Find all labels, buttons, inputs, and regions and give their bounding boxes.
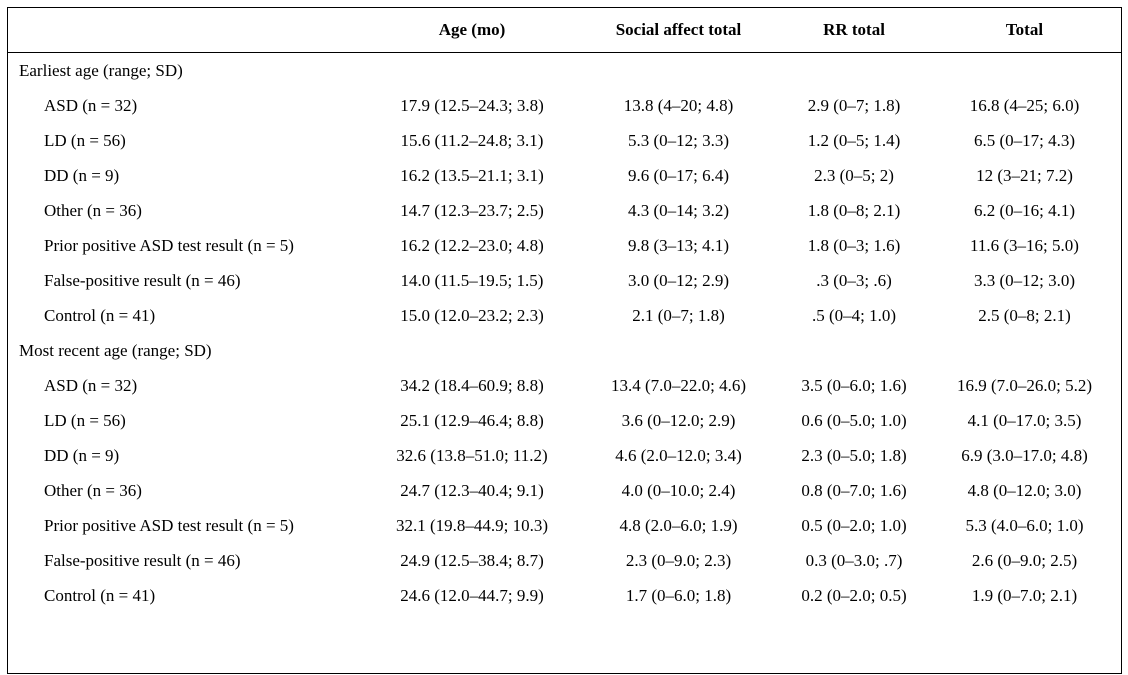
cell-total: 12 (3–21; 7.2) [976,165,1073,185]
table-row: False-positive result (n = 46) 24.9 (12.… [8,543,1121,578]
cell-age: 14.0 (11.5–19.5; 1.5) [400,270,544,290]
row-label: Prior positive ASD test result (n = 5) [44,235,294,255]
cell-age: 34.2 (18.4–60.9; 8.8) [400,375,544,395]
cell-social-affect: 4.3 (0–14; 3.2) [627,200,730,220]
row-label: Prior positive ASD test result (n = 5) [44,515,294,535]
table-row: False-positive result (n = 46) 14.0 (11.… [8,263,1121,298]
cell-rr-total: 0.3 (0–3.0; .7) [805,550,903,570]
cell-age: 16.2 (12.2–23.0; 4.8) [400,235,544,255]
row-label: Control (n = 41) [44,305,156,325]
table-row: Control (n = 41) 24.6 (12.0–44.7; 9.9) 1… [8,578,1121,613]
cell-social-affect: 4.0 (0–10.0; 2.4) [621,480,736,500]
header-rr-total: RR total [780,8,928,53]
row-label: LD (n = 56) [44,410,126,430]
cell-age: 14.7 (12.3–23.7; 2.5) [400,200,544,220]
cell-total: 6.2 (0–16; 4.1) [973,200,1076,220]
cell-rr-total: 0.8 (0–7.0; 1.6) [801,480,907,500]
cell-rr-total: 1.8 (0–3; 1.6) [807,235,901,255]
header-total: Total [928,8,1121,53]
cell-rr-total: .3 (0–3; .6) [816,270,892,290]
table-row: Prior positive ASD test result (n = 5) 1… [8,228,1121,263]
table-frame: Age (mo) Social affect total RR total To… [7,7,1122,674]
cell-total: 11.6 (3–16; 5.0) [970,235,1079,255]
cell-age: 15.0 (12.0–23.2; 2.3) [400,305,544,325]
cell-social-affect: 4.8 (2.0–6.0; 1.9) [619,515,738,535]
cell-rr-total: 0.2 (0–2.0; 0.5) [801,585,907,605]
table-row: LD (n = 56) 25.1 (12.9–46.4; 8.8) 3.6 (0… [8,403,1121,438]
row-label: Other (n = 36) [44,200,142,220]
cell-social-affect: 9.6 (0–17; 6.4) [627,165,730,185]
table-row: DD (n = 9) 32.6 (13.8–51.0; 11.2) 4.6 (2… [8,438,1121,473]
cell-social-affect: 2.3 (0–9.0; 2.3) [625,550,732,570]
cell-age: 16.2 (13.5–21.1; 3.1) [400,165,544,185]
cell-total: 2.6 (0–9.0; 2.5) [971,550,1078,570]
cell-total: 4.8 (0–12.0; 3.0) [967,480,1082,500]
cell-age: 24.7 (12.3–40.4; 9.1) [400,480,544,500]
cell-social-affect: 13.8 (4–20; 4.8) [623,95,734,115]
cell-social-affect: 5.3 (0–12; 3.3) [627,130,730,150]
cell-total: 1.9 (0–7.0; 2.1) [971,585,1078,605]
cell-social-affect: 4.6 (2.0–12.0; 3.4) [615,445,742,465]
cell-rr-total: 0.6 (0–5.0; 1.0) [801,410,907,430]
row-label: ASD (n = 32) [44,375,138,395]
cell-total: 4.1 (0–17.0; 3.5) [967,410,1082,430]
cell-social-affect: 2.1 (0–7; 1.8) [632,305,725,325]
table-row: ASD (n = 32) 17.9 (12.5–24.3; 3.8) 13.8 … [8,88,1121,123]
cell-total: 16.9 (7.0–26.0; 5.2) [956,375,1093,395]
table-row: DD (n = 9) 16.2 (13.5–21.1; 3.1) 9.6 (0–… [8,158,1121,193]
table-row: LD (n = 56) 15.6 (11.2–24.8; 3.1) 5.3 (0… [8,123,1121,158]
cell-age: 15.6 (11.2–24.8; 3.1) [400,130,544,150]
cell-rr-total: 2.9 (0–7; 1.8) [807,95,901,115]
cell-age: 25.1 (12.9–46.4; 8.8) [400,410,544,430]
table-row: Other (n = 36) 14.7 (12.3–23.7; 2.5) 4.3… [8,193,1121,228]
header-social-affect-total: Social affect total [577,8,780,53]
cell-social-affect: 13.4 (7.0–22.0; 4.6) [610,375,747,395]
cell-total: 6.9 (3.0–17.0; 4.8) [961,445,1088,465]
cell-rr-total: 0.5 (0–2.0; 1.0) [801,515,907,535]
group-title: Most recent age (range; SD) [19,340,212,360]
row-label: DD (n = 9) [44,165,120,185]
table-row: Other (n = 36) 24.7 (12.3–40.4; 9.1) 4.0… [8,473,1121,508]
cell-social-affect: 9.8 (3–13; 4.1) [627,235,730,255]
cell-social-affect: 1.7 (0–6.0; 1.8) [625,585,732,605]
cell-rr-total: 1.2 (0–5; 1.4) [807,130,901,150]
row-label: ASD (n = 32) [44,95,138,115]
cell-age: 17.9 (12.5–24.3; 3.8) [400,95,544,115]
cell-age: 24.6 (12.0–44.7; 9.9) [400,585,544,605]
group-heading-row: Most recent age (range; SD) [8,333,1121,368]
cell-social-affect: 3.6 (0–12.0; 2.9) [621,410,736,430]
cell-rr-total: 3.5 (0–6.0; 1.6) [801,375,907,395]
cell-rr-total: .5 (0–4; 1.0) [811,305,897,325]
cell-total: 2.5 (0–8; 2.1) [978,305,1071,325]
cell-age: 32.1 (19.8–44.9; 10.3) [395,515,549,535]
row-label: Other (n = 36) [44,480,142,500]
header-row: Age (mo) Social affect total RR total To… [8,8,1121,53]
cell-total: 16.8 (4–25; 6.0) [969,95,1080,115]
row-label: DD (n = 9) [44,445,120,465]
cell-age: 24.9 (12.5–38.4; 8.7) [400,550,544,570]
header-cell-label [8,8,367,53]
cell-social-affect: 3.0 (0–12; 2.9) [627,270,730,290]
table-row: Prior positive ASD test result (n = 5) 3… [8,508,1121,543]
table-row: Control (n = 41) 15.0 (12.0–23.2; 2.3) 2… [8,298,1121,333]
row-label: Control (n = 41) [44,585,156,605]
row-label: False-positive result (n = 46) [44,550,241,570]
header-age: Age (mo) [367,8,577,53]
table-row: ASD (n = 32) 34.2 (18.4–60.9; 8.8) 13.4 … [8,368,1121,403]
row-label: False-positive result (n = 46) [44,270,241,290]
row-label: LD (n = 56) [44,130,126,150]
cell-rr-total: 2.3 (0–5; 2) [814,165,894,185]
cell-total: 3.3 (0–12; 3.0) [973,270,1076,290]
cell-total: 6.5 (0–17; 4.3) [973,130,1076,150]
cell-total: 5.3 (4.0–6.0; 1.0) [965,515,1084,535]
cell-rr-total: 1.8 (0–8; 2.1) [807,200,901,220]
cell-rr-total: 2.3 (0–5.0; 1.8) [801,445,907,465]
cell-age: 32.6 (13.8–51.0; 11.2) [396,445,548,465]
group-heading-row: Earliest age (range; SD) [8,53,1121,89]
group-title: Earliest age (range; SD) [19,60,183,80]
results-table: Age (mo) Social affect total RR total To… [8,8,1121,613]
